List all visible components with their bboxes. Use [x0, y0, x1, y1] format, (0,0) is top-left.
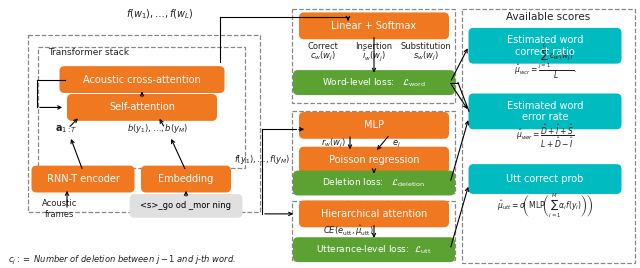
- Text: $\mathbf{a}_{1:T}$: $\mathbf{a}_{1:T}$: [55, 123, 77, 135]
- Text: Substitution: Substitution: [401, 42, 451, 51]
- FancyBboxPatch shape: [299, 200, 449, 227]
- Text: $c_w(w_j)$: $c_w(w_j)$: [310, 50, 336, 63]
- Bar: [38, 47, 245, 168]
- Text: Utt correct prob: Utt correct prob: [506, 174, 584, 184]
- Text: Acoustic cross-attention: Acoustic cross-attention: [83, 75, 201, 85]
- Bar: [462, 9, 635, 263]
- FancyBboxPatch shape: [468, 94, 621, 129]
- Text: Transformer stack: Transformer stack: [48, 48, 129, 57]
- Text: Utterance-level loss:  $\mathcal{L}_{\mathrm{utt}}$: Utterance-level loss: $\mathcal{L}_{\mat…: [316, 243, 432, 256]
- Text: $CE(e_{\mathrm{utt}},\hat{\mu}_{\mathrm{utt}})$: $CE(e_{\mathrm{utt}},\hat{\mu}_{\mathrm{…: [323, 223, 374, 238]
- Text: MLP: MLP: [364, 120, 384, 130]
- FancyBboxPatch shape: [293, 171, 455, 195]
- FancyBboxPatch shape: [293, 237, 455, 262]
- Text: Linear + Softmax: Linear + Softmax: [332, 21, 417, 31]
- Bar: [292, 111, 455, 193]
- Text: $f(y_1),\ldots,f(y_M)$: $f(y_1),\ldots,f(y_M)$: [234, 153, 290, 166]
- FancyBboxPatch shape: [141, 166, 231, 192]
- Text: Available scores: Available scores: [506, 12, 590, 22]
- Bar: [28, 35, 260, 212]
- Text: $\hat{\mu}_{utt}=\sigma\!\left(\mathrm{MLP}\!\left(\sum_{i=1}^{M}\!\alpha_i f(y_: $\hat{\mu}_{utt}=\sigma\!\left(\mathrm{M…: [497, 192, 593, 220]
- FancyBboxPatch shape: [299, 12, 449, 39]
- Text: Insertion: Insertion: [355, 42, 392, 51]
- FancyBboxPatch shape: [299, 112, 449, 139]
- FancyBboxPatch shape: [299, 147, 449, 174]
- Text: Embedding: Embedding: [158, 174, 214, 184]
- Text: RNN-T encoder: RNN-T encoder: [47, 174, 120, 184]
- Text: <s>_go od _mor ning: <s>_go od _mor ning: [141, 202, 232, 210]
- Text: $\hat{\mu}_{wcr}=\dfrac{\sum_{j=1}^{L}c_w(w_j)}{L}.$: $\hat{\mu}_{wcr}=\dfrac{\sum_{j=1}^{L}c_…: [513, 41, 577, 81]
- Text: Self-attention: Self-attention: [109, 102, 175, 113]
- Bar: [292, 9, 455, 103]
- FancyBboxPatch shape: [468, 164, 621, 194]
- Text: $e_j$: $e_j$: [392, 139, 401, 150]
- Text: $s_w(w_j)$: $s_w(w_j)$: [413, 50, 439, 63]
- Text: $\hat{\mu}_{wer}=\dfrac{\hat{D}+\hat{I}+\hat{S}}{L+\hat{D}-\hat{I}}$: $\hat{\mu}_{wer}=\dfrac{\hat{D}+\hat{I}+…: [516, 122, 574, 150]
- FancyBboxPatch shape: [60, 66, 225, 93]
- Text: $\hat{\imath}_w(w_j)$: $\hat{\imath}_w(w_j)$: [362, 49, 386, 63]
- FancyBboxPatch shape: [67, 94, 217, 121]
- FancyBboxPatch shape: [129, 194, 243, 218]
- FancyBboxPatch shape: [293, 70, 455, 95]
- Text: $c_j :=$ Number of deletion between $j-1$ and $j$-th word.: $c_j :=$ Number of deletion between $j-1…: [8, 254, 236, 267]
- FancyBboxPatch shape: [31, 166, 134, 192]
- FancyBboxPatch shape: [468, 28, 621, 64]
- Text: Estimated word
correct ratio: Estimated word correct ratio: [507, 35, 583, 57]
- Text: $f(w_1),\ldots,f(w_L)$: $f(w_1),\ldots,f(w_L)$: [126, 7, 194, 21]
- Text: Word-level loss:   $\mathcal{L}_{\mathrm{word}}$: Word-level loss: $\mathcal{L}_{\mathrm{w…: [322, 76, 426, 89]
- Text: Correct: Correct: [308, 42, 339, 51]
- Text: $r_w(w_j)$: $r_w(w_j)$: [321, 137, 346, 150]
- Text: Estimated word
error rate: Estimated word error rate: [507, 100, 583, 122]
- Text: Poisson regression: Poisson regression: [329, 155, 419, 165]
- Text: $b(y_1),\ldots,b(y_M)$: $b(y_1),\ldots,b(y_M)$: [127, 122, 189, 135]
- Text: Hierarchical attention: Hierarchical attention: [321, 209, 427, 219]
- Bar: [292, 201, 455, 260]
- Text: Acoustic
frames: Acoustic frames: [42, 199, 77, 219]
- Text: Deletion loss:   $\mathcal{L}_{\mathrm{deletion}}$: Deletion loss: $\mathcal{L}_{\mathrm{del…: [323, 177, 426, 189]
